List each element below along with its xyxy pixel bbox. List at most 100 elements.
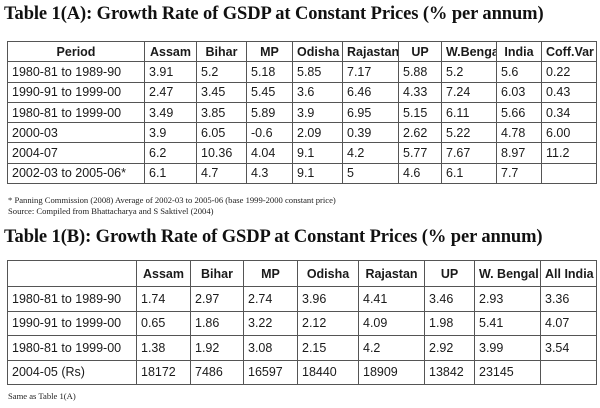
table-cell: 4.09	[358, 310, 425, 336]
table-cell: 5.41	[474, 310, 541, 336]
table-cell: 7486	[190, 359, 244, 385]
table-cell: 0.22	[541, 61, 597, 83]
table-cell: 2.15	[297, 335, 359, 361]
table-cell: 5.77	[398, 142, 442, 164]
table-cell: 3.54	[540, 335, 597, 361]
table-cell: 4.07	[540, 310, 597, 336]
table-a-title: Table 1(A): Growth Rate of GSDP at Const…	[4, 4, 544, 24]
table-cell: 7.24	[441, 81, 497, 103]
table-cell: 4.78	[496, 122, 542, 144]
column-header-period: Period	[7, 40, 145, 63]
table-row: 1980-81 to 1999-00 1.38 1.92 3.08 2.15 4…	[7, 335, 597, 361]
table-cell: 11.2	[541, 142, 597, 164]
table-cell: 5.2	[196, 61, 247, 83]
table-row: 1990-91 to 1999-00 2.47 3.45 5.45 3.6 6.…	[7, 81, 597, 103]
row-label: 1980-81 to 1989-90	[7, 61, 145, 83]
table-cell: 6.05	[196, 122, 247, 144]
table-header-row: Assam Bihar MP Odisha Rajastan UP W. Ben…	[7, 260, 597, 287]
table-header-row: Period Assam Bihar MP Odisha Rajastan UP…	[7, 40, 597, 63]
table-cell: 2.47	[144, 81, 197, 103]
table-cell: 1.38	[136, 335, 191, 361]
table-cell: 3.46	[424, 286, 475, 312]
row-label: 2004-07	[7, 142, 145, 164]
row-label: 1990-91 to 1999-00	[7, 310, 137, 336]
table-cell	[541, 162, 597, 185]
table-a-source: Source: Compiled from Bhattacharya and S…	[8, 206, 214, 216]
table-cell: 2.62	[398, 122, 442, 144]
table-cell: 2.93	[474, 286, 541, 312]
table-cell: 5	[342, 162, 399, 185]
table-cell: 2.74	[243, 286, 298, 312]
table-cell: 2.12	[297, 310, 359, 336]
table-cell: 3.08	[243, 335, 298, 361]
table-cell: 3.99	[474, 335, 541, 361]
table-cell: 4.41	[358, 286, 425, 312]
table-cell: 9.1	[292, 162, 343, 185]
table-a-footnote: * Panning Commission (2008) Average of 2…	[8, 195, 336, 205]
table-cell: 0.34	[541, 101, 597, 124]
row-label: 1980-81 to 1999-00	[7, 335, 137, 361]
table-cell: 18172	[136, 359, 191, 385]
table-cell: 5.66	[496, 101, 542, 124]
column-header-mp: MP	[243, 260, 298, 287]
table-cell: 8.97	[496, 142, 542, 164]
table-cell: 18440	[297, 359, 359, 385]
row-label: 1980-81 to 1999-00	[7, 101, 145, 124]
column-header-bihar: Bihar	[190, 260, 244, 287]
table-cell: 6.1	[144, 162, 197, 185]
row-label: 2000-03	[7, 122, 145, 144]
table-cell: 4.2	[342, 142, 399, 164]
table-cell: 3.9	[292, 101, 343, 124]
table-cell: 5.6	[496, 61, 542, 83]
table-row: 2002-03 to 2005-06* 6.1 4.7 4.3 9.1 5 4.…	[7, 162, 597, 185]
table-cell: 6.00	[541, 122, 597, 144]
column-header-up: UP	[398, 40, 442, 63]
table-cell: 3.96	[297, 286, 359, 312]
table-cell: 9.1	[292, 142, 343, 164]
table-cell: 6.2	[144, 142, 197, 164]
table-cell: 3.45	[196, 81, 247, 103]
table-cell: 16597	[243, 359, 298, 385]
column-header-period	[7, 260, 137, 287]
table-cell: 2.97	[190, 286, 244, 312]
column-header-india: India	[496, 40, 542, 63]
table-cell: 6.03	[496, 81, 542, 103]
growth-rate-table-b: Assam Bihar MP Odisha Rajastan UP W. Ben…	[7, 260, 597, 385]
table-cell: 7.17	[342, 61, 399, 83]
table-cell: 3.9	[144, 122, 197, 144]
table-b-title: Table 1(B): Growth Rate of GSDP at Const…	[4, 227, 543, 247]
table-cell: 0.65	[136, 310, 191, 336]
table-cell: 3.49	[144, 101, 197, 124]
table-row: 1980-81 to 1999-00 3.49 3.85 5.89 3.9 6.…	[7, 101, 597, 124]
column-header-bihar: Bihar	[196, 40, 247, 63]
table-row: 2004-05 (Rs) 18172 7486 16597 18440 1890…	[7, 359, 597, 385]
column-header-odisha: Odisha	[297, 260, 359, 287]
table-row: 1980-81 to 1989-90 3.91 5.2 5.18 5.85 7.…	[7, 61, 597, 83]
row-label: 2004-05 (Rs)	[7, 359, 137, 385]
column-header-west-bengal: W.Bengal	[441, 40, 497, 63]
column-header-mp: MP	[246, 40, 293, 63]
table-cell: 0.43	[541, 81, 597, 103]
column-header-coff-var: Coff.Var	[541, 40, 597, 63]
row-label: 1990-91 to 1999-00	[7, 81, 145, 103]
column-header-rajastan: Rajastan	[342, 40, 399, 63]
table-cell: 6.46	[342, 81, 399, 103]
table-cell	[540, 359, 597, 385]
table-cell: 10.36	[196, 142, 247, 164]
column-header-up: UP	[424, 260, 475, 287]
table-cell: 13842	[424, 359, 475, 385]
table-cell: 4.2	[358, 335, 425, 361]
table-cell: 5.45	[246, 81, 293, 103]
row-label: 1980-81 to 1989-90	[7, 286, 137, 312]
table-cell: 3.91	[144, 61, 197, 83]
table-cell: 1.74	[136, 286, 191, 312]
table-cell: 6.11	[441, 101, 497, 124]
column-header-west-bengal: W. Bengal	[474, 260, 541, 287]
column-header-odisha: Odisha	[292, 40, 343, 63]
table-cell: 4.6	[398, 162, 442, 185]
table-cell: 5.88	[398, 61, 442, 83]
table-cell: 0.39	[342, 122, 399, 144]
table-cell: 3.36	[540, 286, 597, 312]
table-row: 2000-03 3.9 6.05 -0.6 2.09 0.39 2.62 5.2…	[7, 122, 597, 144]
column-header-all-india: All India	[540, 260, 597, 287]
